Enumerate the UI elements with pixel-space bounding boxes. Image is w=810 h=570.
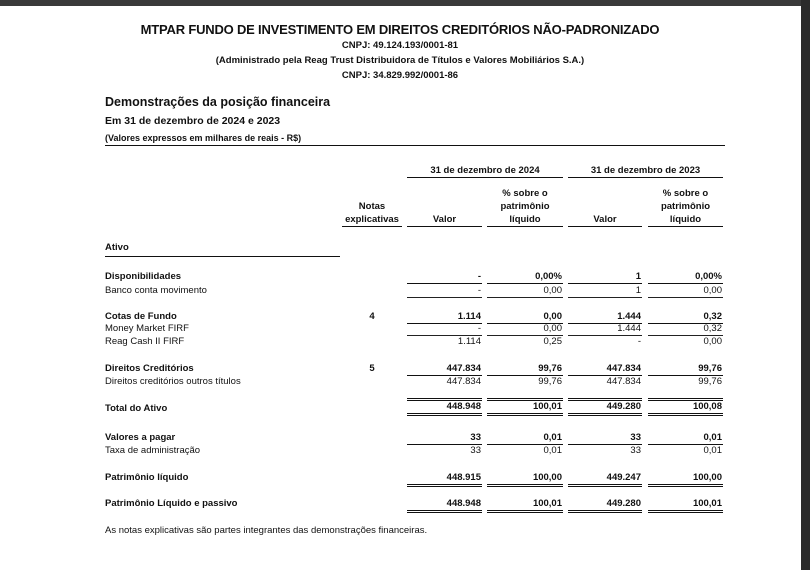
pct-2023-header: % sobre o patrimônio líquido: [648, 187, 723, 227]
notes-header: Notas explicativas: [342, 200, 402, 227]
cell-p23: 99,76: [648, 363, 723, 376]
row-note: 4: [369, 311, 375, 322]
fund-cnpj: CNPJ: 49.124.193/0001-81: [341, 40, 459, 51]
period-2024-header: 31 de dezembro de 2024: [407, 164, 563, 178]
cell-v23: 33: [568, 432, 642, 445]
cell-p23: 0,00%: [648, 271, 723, 284]
cell-v23: 1: [568, 271, 642, 284]
pct-2024-header: % sobre o patrimônio líquido: [487, 187, 563, 227]
cell-v24: 448.915: [407, 472, 482, 487]
cell-v24: 447.834: [407, 363, 482, 376]
cell-p24: 0,00: [487, 285, 563, 298]
viewer-scrollbar-area[interactable]: [801, 0, 810, 570]
cell-p23: 99,76: [698, 376, 722, 387]
row-label: Valores a pagar: [105, 432, 176, 443]
cell-p23: 0,32: [648, 311, 723, 324]
cell-p23: 100,00: [648, 472, 723, 487]
row-label: Taxa de administração: [105, 445, 201, 456]
cell-p23: 0,01: [703, 445, 723, 456]
cell-p23: 100,01: [648, 498, 723, 513]
cell-p23: 100,08: [648, 398, 723, 416]
cell-p24: 0,00%: [487, 271, 563, 284]
cell-p24: 0,25: [543, 336, 563, 347]
row-label: Patrimônio Líquido e passivo: [105, 498, 238, 509]
cell-p24: 99,76: [487, 363, 563, 376]
cell-p23: 0,32: [648, 323, 723, 336]
cell-v23: 33: [630, 445, 641, 456]
cell-v23: -: [637, 336, 641, 347]
cell-v24: 448.948: [407, 398, 482, 416]
row-label: Patrimônio líquido: [105, 472, 189, 483]
row-label: Total do Ativo: [105, 403, 168, 414]
row-note: 5: [369, 363, 375, 374]
cell-p23: 0,00: [648, 285, 723, 298]
row-label: Direitos creditórios outros títulos: [105, 376, 241, 387]
cell-p24: 0,01: [487, 432, 563, 445]
administrator-cnpj: CNPJ: 34.829.992/0001-86: [341, 70, 459, 81]
cell-p23: 0,01: [648, 432, 723, 445]
cell-v23: 1.444: [568, 311, 642, 324]
value-2024-header: Valor: [407, 213, 482, 227]
row-label: Direitos Creditórios: [105, 363, 194, 374]
statement-subtitle: Em 31 de dezembro de 2024 e 2023: [105, 115, 281, 127]
cell-v23: 1: [568, 285, 642, 298]
cell-v24: -: [407, 323, 482, 336]
cell-p24: 0,00: [487, 311, 563, 324]
cell-v23: 449.280: [568, 398, 642, 416]
row-label: Banco conta movimento: [105, 285, 207, 296]
cell-v24: 448.948: [407, 498, 482, 513]
cell-v23: 449.280: [568, 498, 642, 513]
cell-v24: 1.114: [457, 336, 481, 347]
row-label: Disponibilidades: [105, 271, 182, 282]
cell-v24: -: [407, 285, 482, 298]
cell-v24: 447.834: [446, 376, 481, 387]
cell-v24: 1.114: [407, 311, 482, 324]
row-label: Money Market FIRF: [105, 323, 189, 334]
cell-v23: 1.444: [568, 323, 642, 336]
cell-p24: 100,01: [487, 398, 563, 416]
cell-v24: 33: [407, 432, 482, 445]
cell-v23: 447.834: [568, 363, 642, 376]
cell-p24: 99,76: [538, 376, 562, 387]
cell-p24: 0,00: [487, 323, 563, 336]
statement-units: (Valores expressos em milhares de reais …: [105, 133, 725, 146]
viewer-top-bar: [0, 0, 810, 6]
cell-p24: 0,01: [543, 445, 563, 456]
cell-v24: 33: [470, 445, 481, 456]
cell-v23: 447.834: [606, 376, 641, 387]
value-2023-header: Valor: [568, 213, 642, 227]
row-label: Reag Cash II FIRF: [105, 336, 185, 347]
cell-p24: 100,00: [487, 472, 563, 487]
row-label: Cotas de Fundo: [105, 311, 177, 322]
administrator-line: (Administrado pela Reag Trust Distribuid…: [215, 55, 585, 66]
cell-v23: 449.247: [568, 472, 642, 487]
fund-title: MTPAR FUNDO DE INVESTIMENTO EM DIREITOS …: [140, 22, 660, 37]
statement-title: Demonstrações da posição financeira: [105, 95, 331, 109]
footnote: As notas explicativas são partes integra…: [105, 525, 428, 536]
cell-v24: -: [407, 271, 482, 284]
cell-p24: 100,01: [487, 498, 563, 513]
cell-p23: 0,00: [703, 336, 723, 347]
section-ativo: Ativo: [105, 242, 340, 257]
period-2023-header: 31 de dezembro de 2023: [568, 164, 723, 178]
